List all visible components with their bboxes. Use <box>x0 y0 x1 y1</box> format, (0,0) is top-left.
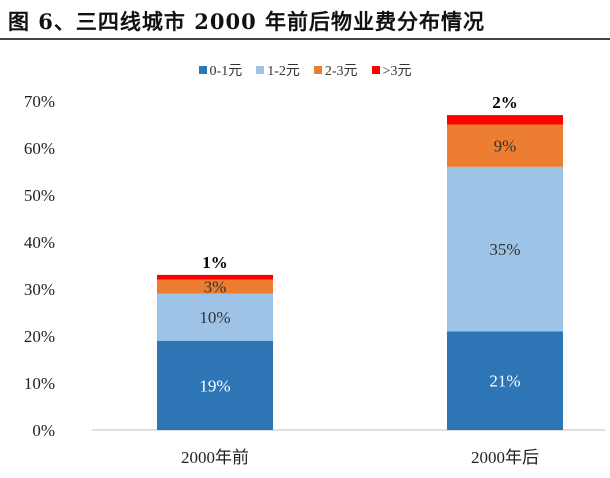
data-label: 21% <box>489 372 520 391</box>
legend-swatch <box>371 66 380 74</box>
x-tick-label: 2000年前 <box>181 448 249 467</box>
data-label: 19% <box>199 376 230 395</box>
data-label: 2% <box>492 93 518 112</box>
legend-item: 0-1元 <box>198 60 243 80</box>
y-tick-label: 70% <box>24 92 55 111</box>
y-tick-label: 0% <box>32 421 55 440</box>
y-tick-label: 10% <box>24 374 55 393</box>
legend-item: >3元 <box>371 60 412 80</box>
title-divider <box>0 38 610 40</box>
y-tick-label: 40% <box>24 233 55 252</box>
x-tick-label: 2000年后 <box>471 448 539 467</box>
bar-segment <box>447 124 563 167</box>
legend-item: 2-3元 <box>313 60 358 80</box>
bar-segment <box>157 274 273 280</box>
legend: 0-1元 1-2元 2-3元 >3元 <box>0 60 610 80</box>
data-label: 35% <box>489 240 520 259</box>
legend-swatch <box>256 66 265 74</box>
legend-item: 1-2元 <box>256 60 300 80</box>
data-label: 1% <box>202 253 228 272</box>
y-tick-label: 50% <box>24 186 55 205</box>
y-tick-label: 60% <box>24 139 55 158</box>
bar-segment <box>157 279 273 294</box>
legend-swatch <box>198 66 207 74</box>
bar-segment <box>157 293 273 341</box>
data-label: 3% <box>204 278 227 297</box>
bar-segment <box>447 331 563 430</box>
figure-title: 图 6、三四线城市 2000 年前后物业费分布情况 <box>8 9 485 34</box>
legend-label: 0-1元 <box>209 64 243 79</box>
legend-swatch <box>313 66 322 74</box>
data-label: 9% <box>494 137 517 156</box>
bar-segment <box>157 340 273 430</box>
bar-segment <box>447 115 563 125</box>
y-tick-label: 20% <box>24 327 55 346</box>
legend-label: >3元 <box>382 64 412 79</box>
bar-segment <box>447 166 563 332</box>
legend-label: 1-2元 <box>267 64 300 79</box>
y-tick-label: 30% <box>24 280 55 299</box>
data-label: 10% <box>199 308 230 327</box>
legend-label: 2-3元 <box>324 64 358 79</box>
